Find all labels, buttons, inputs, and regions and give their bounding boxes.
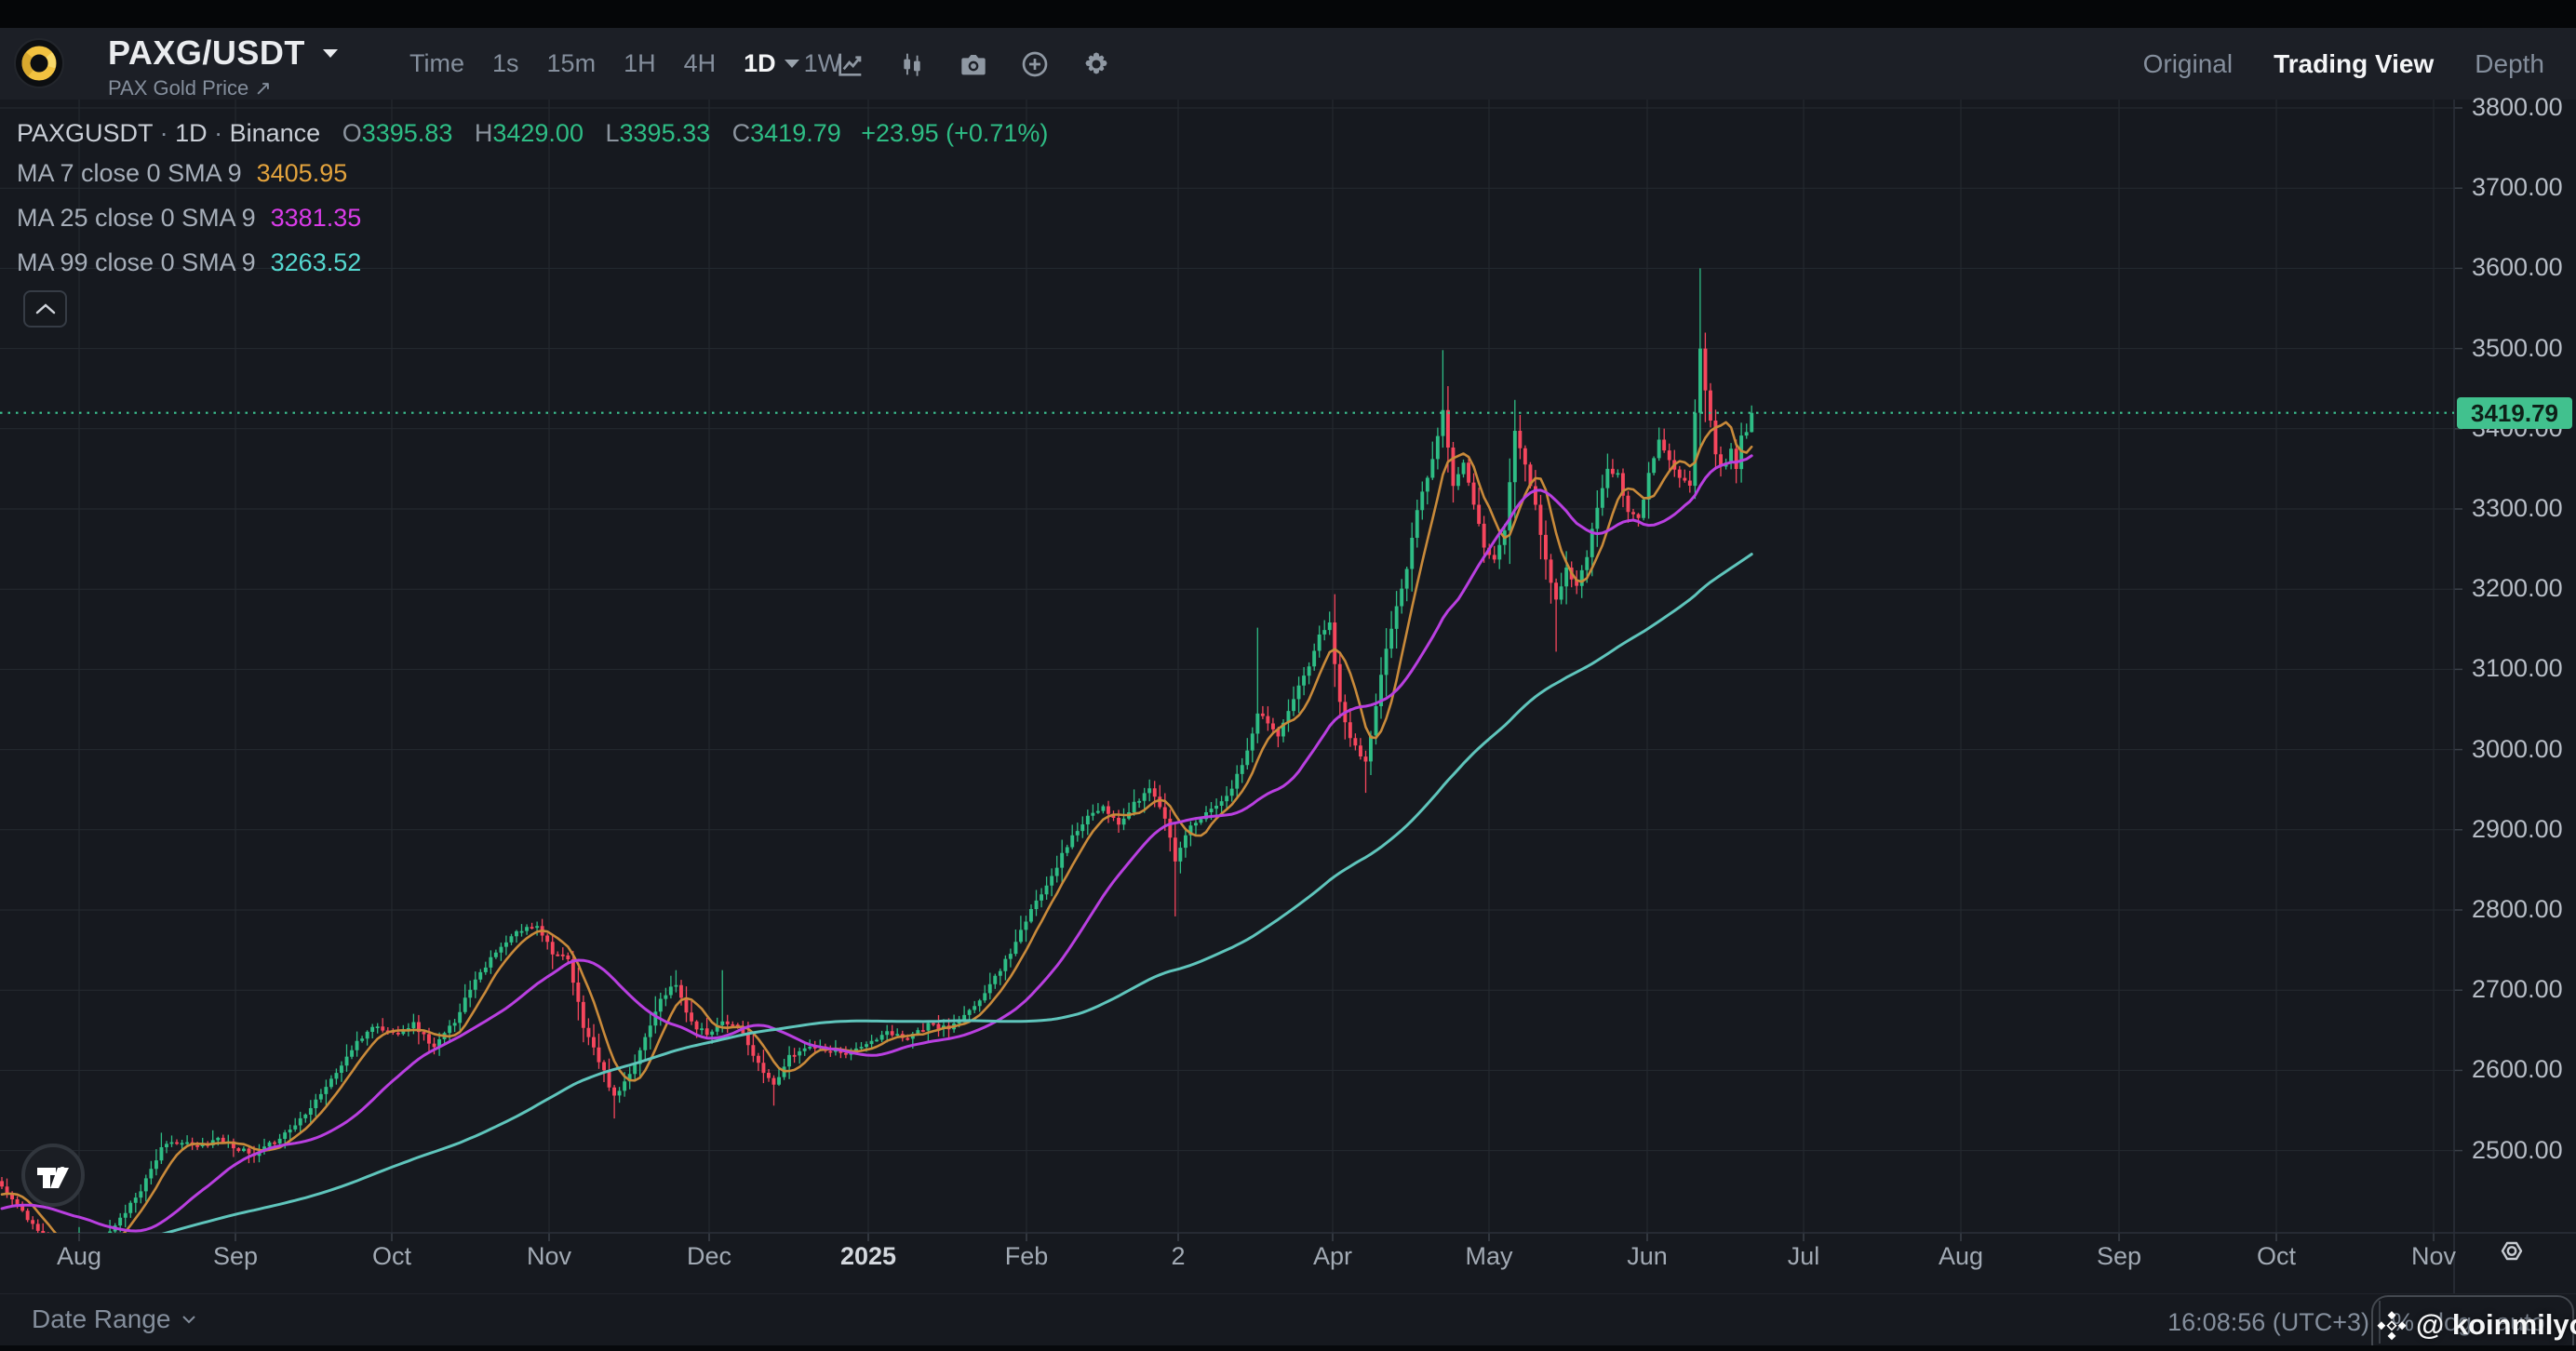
camera-icon[interactable] bbox=[959, 49, 988, 79]
interval-1w[interactable]: 1W bbox=[803, 49, 842, 77]
candlestick-icon[interactable] bbox=[897, 49, 927, 79]
legend-interval: 1D bbox=[175, 119, 208, 147]
window-top-strip bbox=[0, 0, 2576, 28]
chart-toolbar bbox=[836, 28, 1111, 100]
paxg-token-icon bbox=[13, 37, 65, 94]
price-tick-label: 3100.00 bbox=[2472, 654, 2563, 683]
date-range-button[interactable]: Date Range bbox=[32, 1304, 196, 1334]
watermark: @ koinmilyoner bbox=[2375, 1308, 2576, 1342]
view-tab-depth[interactable]: Depth bbox=[2475, 48, 2544, 78]
window-bottom-strip bbox=[0, 1345, 2576, 1351]
symbol-title[interactable]: PAXG/USDT bbox=[108, 33, 305, 72]
interval-15m[interactable]: 15m bbox=[546, 49, 597, 77]
ma-legend-row[interactable]: MA 99 close 0 SMA 9 3263.52 bbox=[17, 248, 361, 293]
time-tick-label: Aug bbox=[1938, 1242, 1984, 1270]
ma-legend: MA 7 close 0 SMA 9 3405.95 MA 25 close 0 S… bbox=[17, 159, 361, 293]
time-tick-label: 2025 bbox=[839, 1242, 897, 1270]
ma-legend-row[interactable]: MA 7 close 0 SMA 9 3405.95 bbox=[17, 159, 361, 204]
time-tick-label: Nov bbox=[2410, 1242, 2456, 1270]
line-chart-icon[interactable] bbox=[836, 49, 865, 79]
time-tick-label: May bbox=[1465, 1242, 1513, 1270]
time-tick-label: Aug bbox=[56, 1242, 102, 1270]
external-link-icon: ↗ bbox=[254, 76, 272, 100]
time-tick-label: Oct bbox=[371, 1242, 411, 1270]
scale-btn-percent[interactable]: % bbox=[2392, 1308, 2415, 1336]
interval-1s[interactable]: 1s bbox=[492, 49, 519, 77]
collapse-legend-button[interactable] bbox=[23, 290, 67, 328]
axis-settings-icon[interactable] bbox=[2496, 1237, 2528, 1274]
price-tick-label: 3700.00 bbox=[2472, 173, 2563, 202]
open-value: 3395.83 bbox=[361, 119, 453, 147]
price-tick-label: 2900.00 bbox=[2472, 814, 2563, 843]
time-tick-label: Jul bbox=[1787, 1242, 1820, 1270]
scale-buttons: % log auto bbox=[2392, 1308, 2545, 1337]
price-tick-label: 3200.00 bbox=[2472, 574, 2563, 603]
time-tick-label: Jun bbox=[1627, 1242, 1668, 1270]
time-axis[interactable] bbox=[0, 1234, 2454, 1291]
interval-selector: Time 1s 15m 1H 4H 1D 1W bbox=[409, 28, 841, 100]
time-tick-label: Feb bbox=[1004, 1242, 1049, 1270]
price-tick-label: 3000.00 bbox=[2472, 734, 2563, 763]
legend-exchange: Binance bbox=[229, 119, 321, 147]
view-tab-original[interactable]: Original bbox=[2142, 48, 2234, 78]
clock-utc[interactable]: 16:08:56 (UTC+3) bbox=[2167, 1308, 2369, 1336]
symbol-subtitle[interactable]: PAX Gold Price ↗ bbox=[108, 76, 272, 100]
view-tab-trading-view[interactable]: Trading View bbox=[2274, 48, 2435, 78]
ma-label: MA 99 close 0 SMA 9 bbox=[17, 248, 256, 276]
price-tick-label: 3300.00 bbox=[2472, 494, 2563, 522]
ma-value: 3405.95 bbox=[256, 159, 348, 187]
interval-caret-down-icon[interactable] bbox=[784, 57, 800, 74]
ma-label: MA 7 close 0 SMA 9 bbox=[17, 159, 242, 187]
symbol-block[interactable]: PAXG/USDT PAX Gold Price ↗ bbox=[108, 33, 339, 100]
symbol-caret-down-icon bbox=[322, 47, 339, 63]
watermark-pill bbox=[2371, 1295, 2574, 1351]
footer-divider bbox=[0, 1293, 2576, 1294]
ohlc-legend[interactable]: PAXGUSDT · 1D · Binance O3395.83 H3429.0… bbox=[17, 119, 1049, 147]
gear-icon[interactable] bbox=[1081, 49, 1111, 79]
close-value: 3419.79 bbox=[750, 119, 841, 147]
ma-legend-row[interactable]: MA 25 close 0 SMA 9 3381.35 bbox=[17, 204, 361, 248]
scale-btn-auto[interactable]: auto bbox=[2496, 1308, 2545, 1336]
chart-header: PAXG/USDT PAX Gold Price ↗ Time 1s 15m 1H 4H… bbox=[0, 28, 2576, 100]
high-value: 3429.00 bbox=[492, 119, 584, 147]
view-tab-bar: Original Trading View Depth bbox=[2143, 28, 2544, 100]
price-tick-label: 3800.00 bbox=[2472, 93, 2563, 121]
time-tick-label: 2 bbox=[1171, 1242, 1186, 1270]
chevron-down-icon bbox=[182, 1316, 196, 1324]
interval-1d[interactable]: 1D bbox=[744, 49, 776, 77]
interval-time[interactable]: Time bbox=[409, 49, 464, 77]
time-tick-label: Dec bbox=[686, 1242, 731, 1270]
change-value: +23.95 (+0.71%) bbox=[861, 119, 1049, 147]
ma-value: 3263.52 bbox=[270, 248, 362, 276]
interval-4h[interactable]: 4H bbox=[683, 49, 717, 77]
binance-diamond-icon bbox=[2377, 1311, 2407, 1341]
ma-label: MA 25 close 0 SMA 9 bbox=[17, 204, 256, 232]
axis-separator bbox=[2379, 1301, 2381, 1344]
price-tick-label: 2700.00 bbox=[2472, 975, 2563, 1004]
last-price-badge: 3419.79 bbox=[2457, 396, 2572, 429]
plus-circle-icon[interactable] bbox=[1020, 49, 1050, 79]
time-tick-label: Nov bbox=[526, 1242, 571, 1270]
price-tick-label: 2600.00 bbox=[2472, 1055, 2563, 1084]
price-tick-label: 2800.00 bbox=[2472, 895, 2563, 923]
tradingview-logo[interactable] bbox=[20, 1143, 86, 1212]
time-tick-label: Oct bbox=[2256, 1242, 2296, 1270]
price-tick-label: 3500.00 bbox=[2472, 333, 2563, 362]
time-tick-label: Sep bbox=[212, 1242, 259, 1270]
price-tick-label: 3600.00 bbox=[2472, 253, 2563, 282]
price-axis[interactable] bbox=[2454, 100, 2576, 1233]
low-value: 3395.33 bbox=[619, 119, 711, 147]
time-tick-label: Sep bbox=[2096, 1242, 2142, 1270]
time-tick-label: Apr bbox=[1312, 1242, 1353, 1270]
interval-1h[interactable]: 1H bbox=[624, 49, 656, 77]
watermark-text: @ koinmilyoner bbox=[2416, 1308, 2576, 1341]
ma-value: 3381.35 bbox=[270, 204, 362, 232]
legend-symbol: PAXGUSDT bbox=[17, 119, 154, 147]
price-tick-label: 2500.00 bbox=[2472, 1135, 2563, 1164]
scale-btn-log[interactable]: log bbox=[2438, 1308, 2473, 1336]
